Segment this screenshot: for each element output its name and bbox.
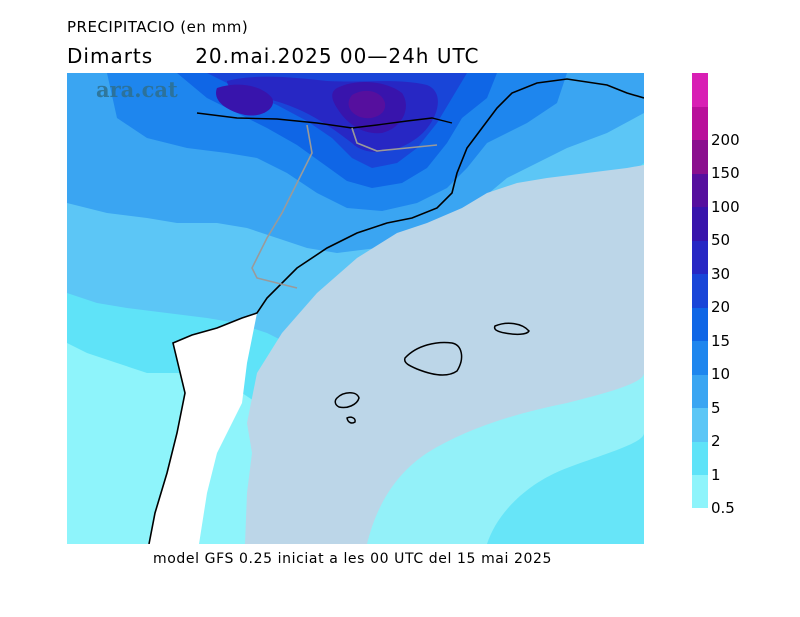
legend-swatch <box>692 206 708 241</box>
legend-tick-label: 1 <box>711 465 721 484</box>
legend-swatch <box>692 374 708 409</box>
legend-tick-label: 30 <box>711 264 731 283</box>
chart-title: PRECIPITACIO (en mm) <box>67 18 249 36</box>
precip-zone-50mm-west <box>216 84 273 116</box>
island-ibiza <box>334 392 360 409</box>
watermark-logo: ara.cat <box>96 77 178 102</box>
legend-tick-label: 0.5 <box>711 499 735 517</box>
legend-tick-label: 5 <box>711 398 721 417</box>
date-line: Dimarts 20.mai.2025 00—24h UTC <box>67 44 521 68</box>
border-internal <box>251 124 438 289</box>
legend-tick-label: 10 <box>711 365 731 384</box>
legend-swatch <box>692 240 708 275</box>
legend-tick-label: 50 <box>711 231 731 250</box>
legend-swatch <box>692 307 708 342</box>
forecast-period: 20.mai.2025 00—24h UTC <box>195 44 480 68</box>
island-formentera <box>346 416 356 424</box>
legend-tick-label: 150 <box>711 164 740 183</box>
legend-swatch <box>692 139 708 174</box>
legend-swatch <box>692 173 708 208</box>
legend-tick-label: 15 <box>711 331 731 350</box>
coastline <box>148 78 644 544</box>
legend-swatch <box>692 474 708 509</box>
island-menorca <box>493 322 530 336</box>
precipitation-map <box>67 73 644 544</box>
legend-swatch <box>692 273 708 308</box>
sea-precip-patch-2 <box>487 433 644 544</box>
model-info: model GFS 0.25 iniciat a les 00 UTC del … <box>153 551 553 567</box>
legend-tick-label: 20 <box>711 298 731 317</box>
legend-tick-label: 200 <box>711 130 740 149</box>
legend-swatch <box>692 340 708 375</box>
legend-swatch <box>692 73 708 107</box>
island-mallorca <box>403 341 463 376</box>
legend-swatch <box>692 441 708 476</box>
color-legend <box>692 73 708 509</box>
legend-tick-label: 100 <box>711 197 740 216</box>
legend-swatch <box>692 407 708 442</box>
legend-swatch <box>692 106 708 141</box>
day-name: Dimarts <box>67 44 154 68</box>
legend-tick-label: 2 <box>711 432 721 451</box>
outside-land <box>149 313 257 544</box>
precip-zone-100mm <box>348 90 386 119</box>
